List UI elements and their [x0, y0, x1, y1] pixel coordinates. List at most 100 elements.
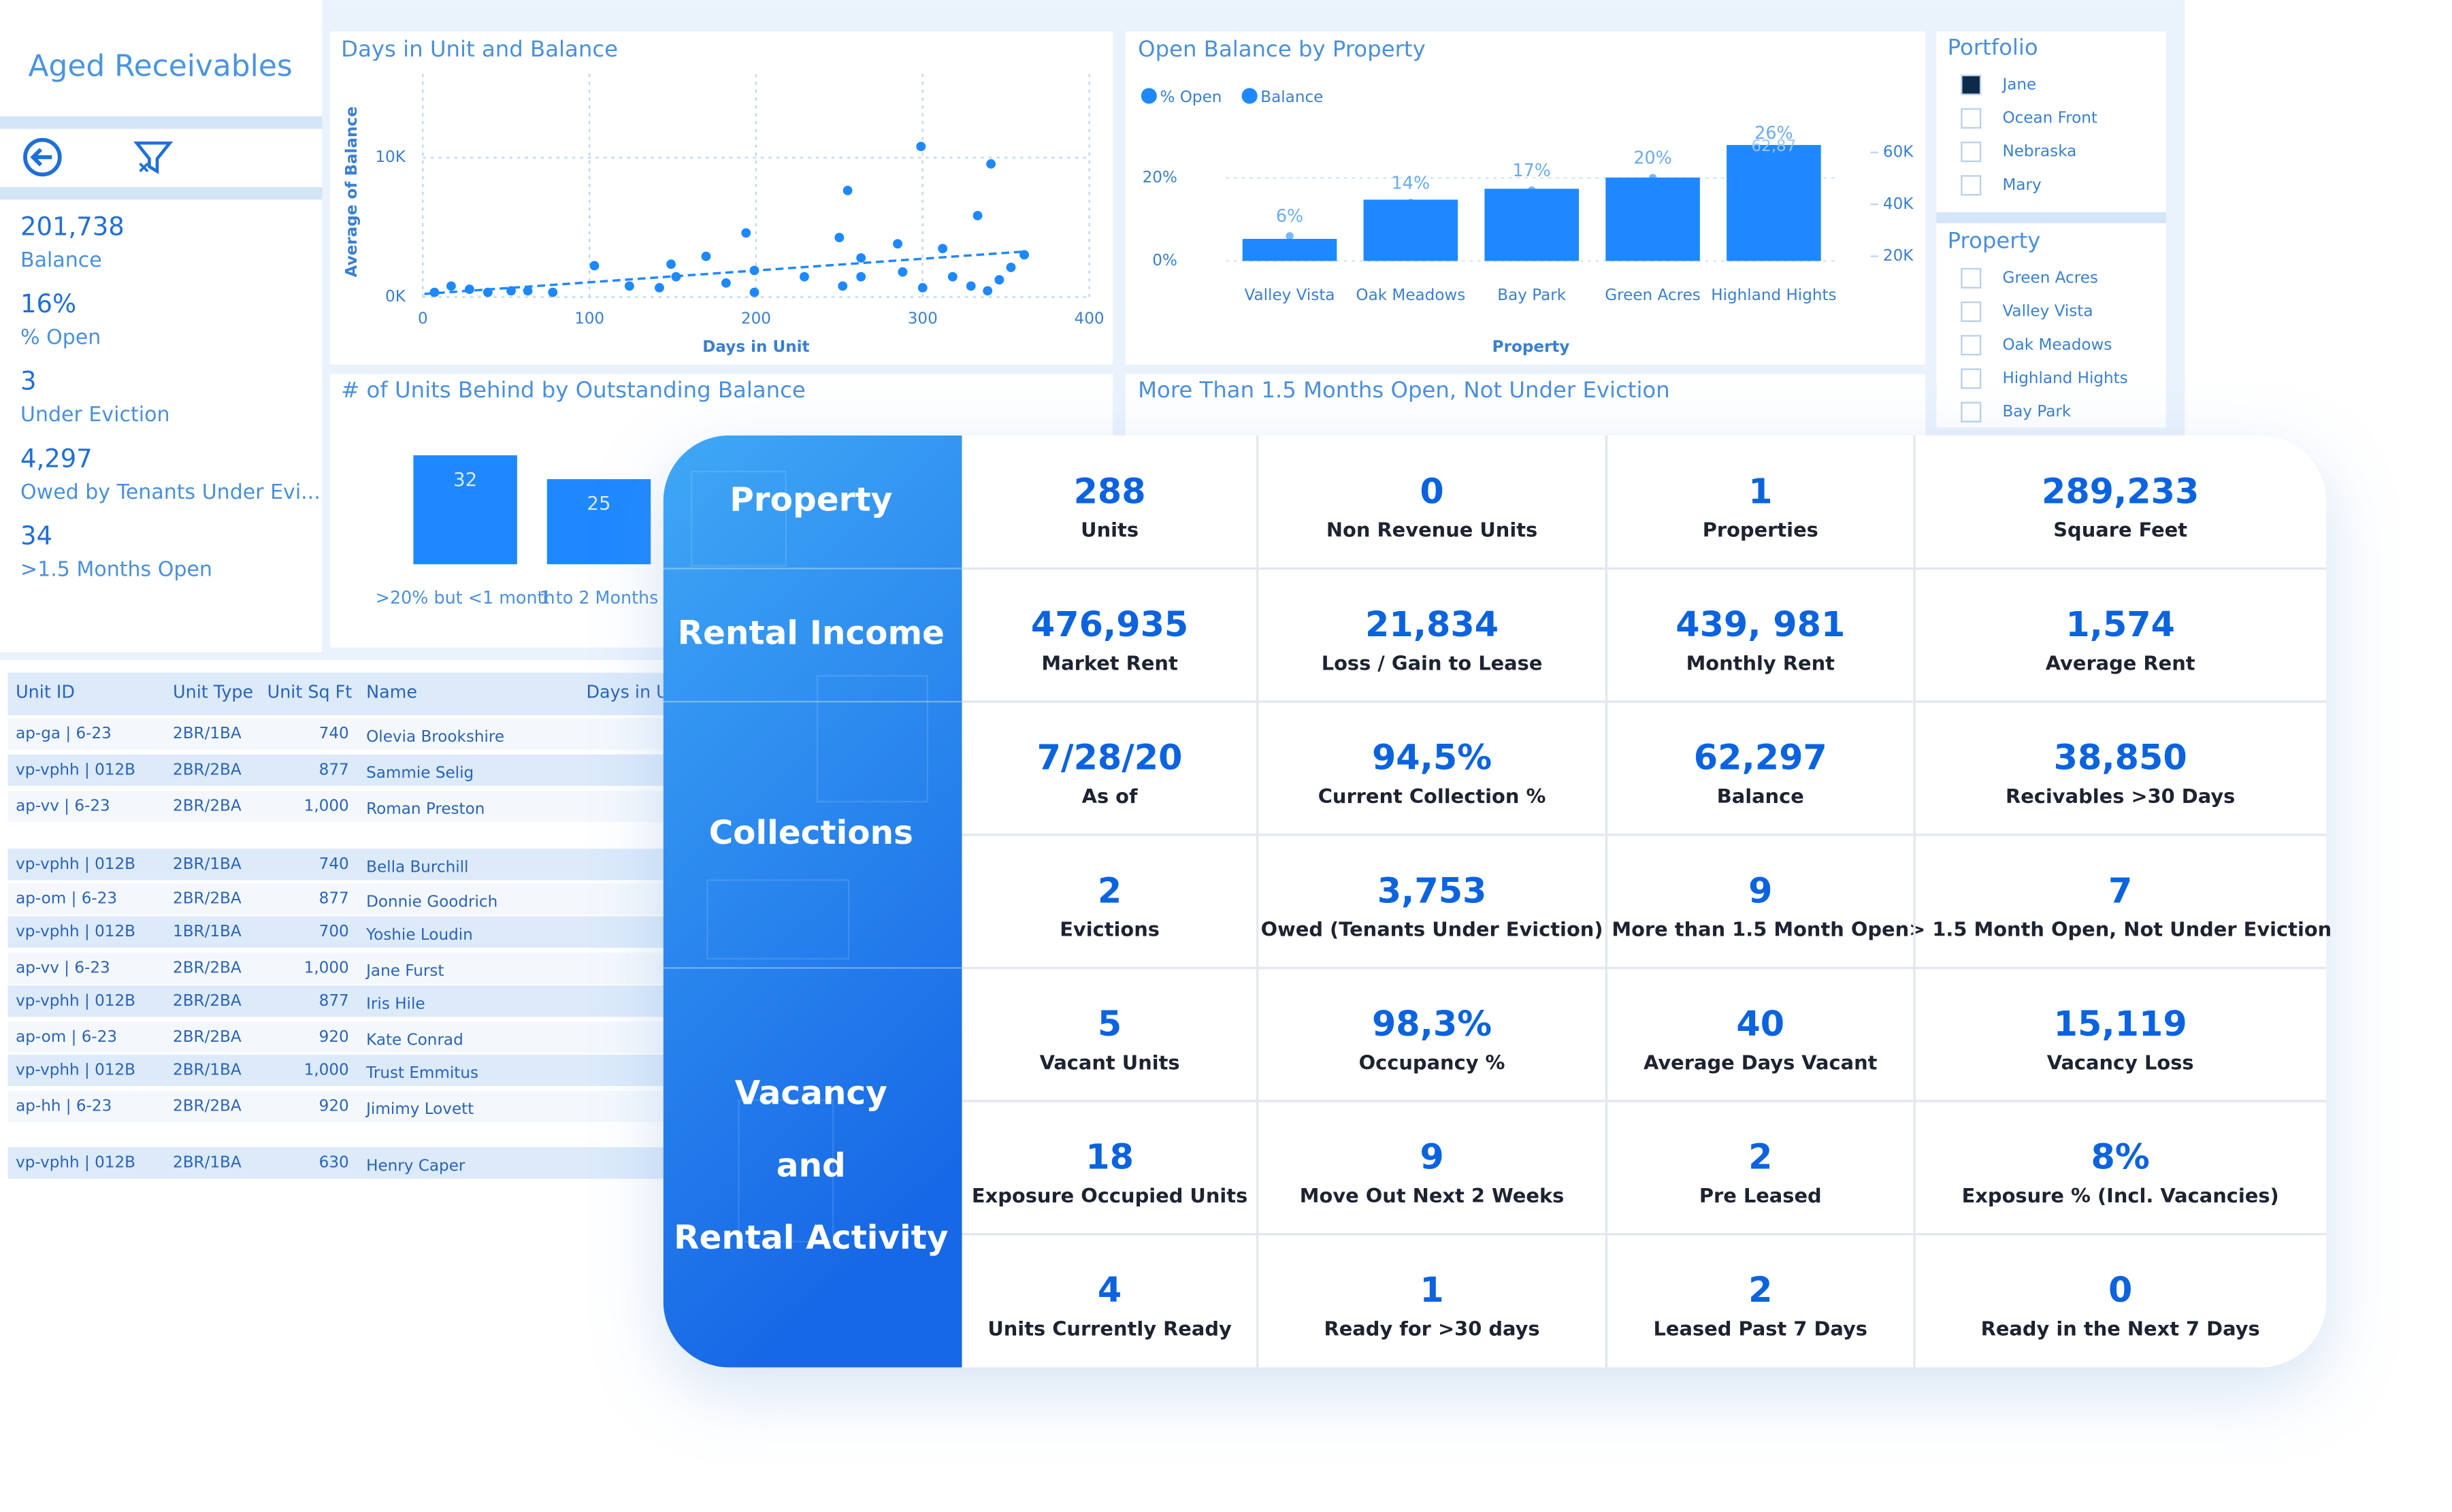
- table-cell: 2BR/2BA: [173, 1098, 242, 1115]
- metric-value: 94,5%: [1372, 738, 1492, 778]
- scatter-point: [655, 282, 664, 293]
- metric-value: 2: [1748, 1137, 1772, 1177]
- table-row: [7, 1021, 668, 1053]
- y-tick-label: 10K: [375, 148, 406, 166]
- column-header: Name: [366, 682, 417, 702]
- metric-value: 40: [1736, 1004, 1784, 1044]
- x-tick-label: 200: [741, 310, 771, 327]
- bar: [1363, 199, 1458, 261]
- bar: [546, 479, 651, 565]
- scatter-point: [916, 142, 926, 152]
- table-cell: Olevia Brookshire: [366, 728, 504, 746]
- y-tick-label: 0%: [1152, 252, 1177, 269]
- metric-value: 98,3%: [1372, 1004, 1492, 1044]
- metric-value: 2: [1748, 1270, 1772, 1310]
- table-cell: Yoshie Loudin: [365, 926, 473, 944]
- metric-label: Pre Leased: [1699, 1184, 1822, 1207]
- checkbox[interactable]: [1961, 175, 1982, 196]
- table-cell: Kate Conrad: [366, 1032, 463, 1049]
- table-row: [7, 985, 668, 1017]
- y2-tick-label: 20K: [1883, 247, 1914, 265]
- table-row: [7, 718, 668, 750]
- nav-icons: [23, 137, 174, 177]
- metric-label: Exposure Occupied Units: [972, 1184, 1247, 1207]
- table-cell: Bella Burchill: [366, 858, 468, 876]
- back-button[interactable]: [23, 137, 62, 177]
- scatter-point: [893, 239, 902, 249]
- x-tick-label: Valley Vista: [1245, 286, 1335, 304]
- checkbox[interactable]: [1961, 368, 1982, 389]
- metric-value: 439, 981: [1675, 604, 1845, 644]
- section-title: Collections: [709, 814, 913, 852]
- metric-value: 38,850: [2054, 738, 2187, 778]
- checkbox[interactable]: [1961, 335, 1982, 356]
- kpi-label: Under Eviction: [20, 403, 169, 427]
- table-row: [7, 1090, 668, 1123]
- table-row: [7, 883, 668, 915]
- metric-label: Monthly Rent: [1686, 651, 1835, 674]
- chart-title: # of Units Behind by Outstanding Balance: [341, 377, 806, 403]
- table-cell: 2BR/1BA: [173, 855, 242, 873]
- scatter-point: [938, 244, 948, 254]
- metric-label: Current Collection %: [1318, 785, 1546, 808]
- checkbox[interactable]: [1961, 108, 1982, 129]
- scatter-point: [749, 265, 759, 276]
- metric-label: Average Rent: [2046, 651, 2195, 674]
- scatter-point: [671, 272, 681, 282]
- checkbox[interactable]: [1961, 142, 1982, 163]
- metric-label: Recivables >30 Days: [2006, 785, 2235, 808]
- metric-value: 0: [2108, 1270, 2132, 1310]
- metric-value: 2: [1098, 870, 1122, 910]
- metric-value: 288: [1074, 471, 1146, 511]
- section-title: Rental Income: [678, 614, 945, 652]
- table-cell: ap-om | 6-23: [16, 890, 117, 908]
- scatter-point: [589, 261, 600, 271]
- table-row: [7, 1054, 668, 1087]
- scatter-point: [972, 210, 983, 220]
- y-tick-label: 20%: [1143, 169, 1177, 186]
- scatter-point: [983, 286, 993, 296]
- checkbox[interactable]: [1961, 267, 1982, 289]
- summary-card: Property 288 Units 0 Non Revenue Units 1 Prope…: [663, 435, 2332, 1368]
- table-cell: ap-om | 6-23: [16, 1028, 117, 1046]
- metric-label: Market Rent: [1041, 651, 1178, 674]
- scatter-point: [1019, 250, 1030, 260]
- scatter-point: [856, 272, 866, 282]
- metric-value: 7/28/20: [1037, 738, 1183, 778]
- table-cell: 2BR/2BA: [173, 1028, 242, 1046]
- table-cell: 877: [319, 761, 349, 778]
- metric-label: Properties: [1703, 519, 1818, 542]
- table-cell: vp-vphh | 012B: [16, 923, 135, 940]
- metric-value: 7: [2108, 870, 2132, 910]
- data-label: 14%: [1392, 172, 1430, 193]
- metric-label: Move Out Next 2 Weeks: [1300, 1184, 1565, 1207]
- table-cell: vp-vphh | 012B: [16, 855, 135, 873]
- checkbox[interactable]: [1961, 74, 1982, 95]
- kpi-label: Owed by Tenants Under Evi...: [20, 480, 321, 504]
- scatter-point: [701, 251, 711, 261]
- data-label: 20%: [1633, 148, 1671, 168]
- kpi-label: Balance: [20, 248, 102, 272]
- y2-tick-label: 40K: [1883, 195, 1914, 213]
- slicer-title: Property: [1948, 228, 2041, 254]
- data-label: 32: [453, 468, 477, 491]
- data-label: 25: [587, 492, 610, 514]
- table-cell: Jane Furst: [365, 962, 444, 980]
- scatter-point: [917, 282, 928, 293]
- checkbox[interactable]: [1961, 401, 1982, 423]
- table-cell: 920: [319, 1028, 349, 1046]
- table-row: [7, 790, 668, 823]
- metric-label: Units: [1081, 519, 1139, 542]
- table-cell: 2BR/1BA: [173, 1154, 242, 1172]
- scatter-point: [834, 233, 845, 242]
- metric-label: Vacant Units: [1040, 1051, 1180, 1074]
- metric-value: 9: [1748, 870, 1772, 910]
- table-cell: 2BR/2BA: [173, 797, 242, 815]
- table-cell: ap-vv | 6-23: [16, 959, 110, 976]
- table-cell: Trust Emmitus: [365, 1064, 478, 1082]
- metric-label: Exposure % (Incl. Vacancies): [1962, 1184, 2279, 1207]
- kpi-value: 3: [20, 367, 37, 396]
- table-cell: Henry Caper: [366, 1157, 465, 1174]
- checkbox[interactable]: [1961, 301, 1982, 323]
- filter-button[interactable]: [133, 141, 174, 174]
